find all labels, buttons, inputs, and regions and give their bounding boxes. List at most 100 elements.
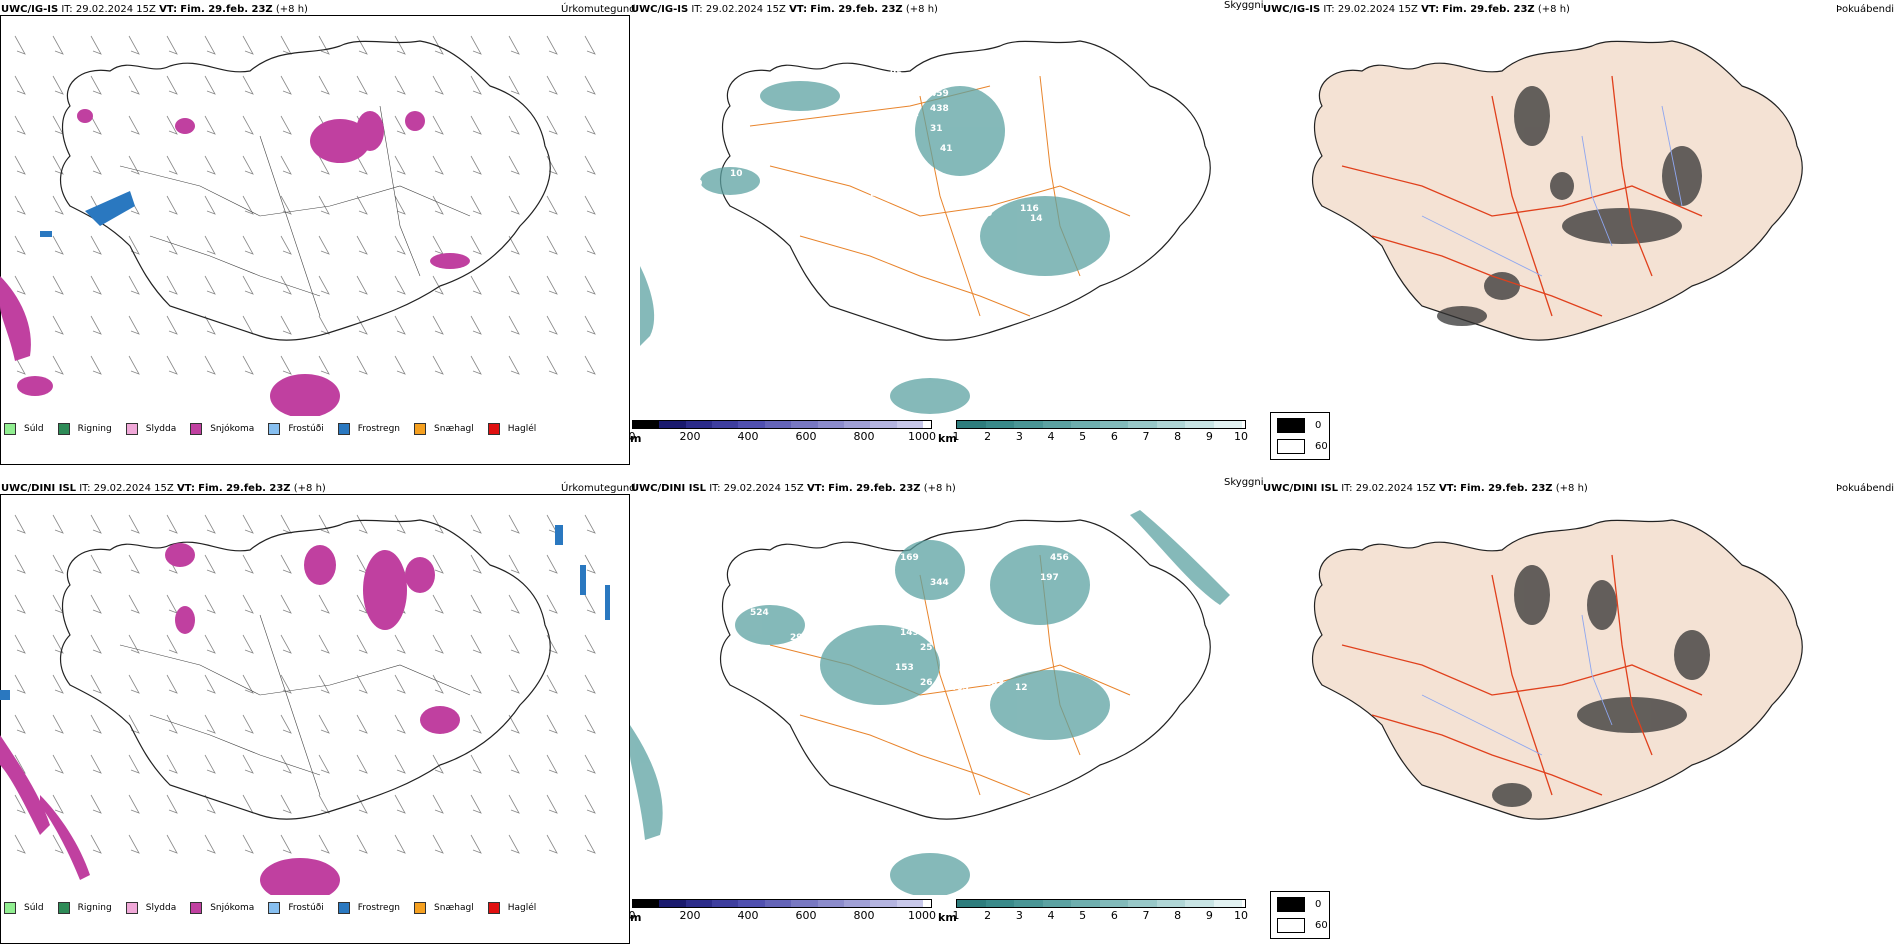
wind-barb: [394, 634, 406, 654]
wind-barb: [204, 594, 216, 614]
wind-barb: [584, 315, 596, 335]
wind-barb: [90, 554, 102, 574]
colorbar-tick-label: 0: [628, 909, 636, 922]
wind-barb: [394, 754, 406, 774]
wind-barb: [318, 514, 330, 534]
wind-barb: [318, 634, 330, 654]
precip-type-legend: Súld Rigning Slydda Snjókoma Frostúði Frostre…: [4, 900, 550, 916]
colorbar-tick-label: 8: [1174, 909, 1182, 922]
wind-barb: [432, 594, 444, 614]
wind-barb: [318, 355, 330, 375]
wind-barb: [356, 355, 368, 375]
wind-barb: [470, 355, 482, 375]
wind-barb: [394, 75, 406, 95]
wind-barb: [52, 75, 64, 95]
visibility-value-labels: 60 169 344 944 456 387 197 895 57 149 524 29 25 5 153 2…: [750, 548, 1069, 793]
wind-barb: [128, 794, 140, 814]
panel-tr-fog-indicator: UWC/IG-IS IT: 29.02.2024 15Z VT: Fim. 29…: [1262, 0, 1895, 460]
wind-barb: [584, 514, 596, 534]
wind-barb: [584, 794, 596, 814]
wind-barb: [128, 35, 140, 55]
fog-indicator-map: [1312, 519, 1803, 820]
colorbar-tick-label: 9: [1205, 909, 1213, 922]
wind-barb: [584, 275, 596, 295]
wind-barb: [166, 275, 178, 295]
visibility-value-label: 49: [690, 179, 703, 189]
panel-frame: [0, 494, 630, 944]
legend-label: Frostregn: [357, 424, 401, 434]
visibility-value-label: 239: [985, 678, 1004, 688]
visibility-value-label: 108: [885, 84, 904, 94]
wind-barb: [166, 834, 178, 854]
legend-label: Snjókoma: [210, 424, 255, 434]
wind-barb: [166, 115, 178, 135]
visibility-value-label: 181: [900, 109, 919, 119]
wind-barb: [546, 554, 558, 574]
colorbar-tick-label: 9: [1205, 430, 1213, 443]
wind-barb: [470, 315, 482, 335]
legend-item-0: Súld: [4, 423, 44, 435]
wind-barb: [166, 794, 178, 814]
panel-br-fog-indicator: UWC/DINI ISL IT: 29.02.2024 15Z VT: Fim.…: [1262, 479, 1894, 939]
visibility-value-label: 438: [930, 104, 949, 114]
wind-barb: [204, 834, 216, 854]
precip-type-map: [0, 35, 596, 416]
colorbar-tick-label: 1: [952, 430, 960, 443]
legend-item-4: Frostúði: [268, 423, 324, 435]
wind-barb: [508, 674, 520, 694]
wind-barb: [14, 155, 26, 175]
visibility-value-label: 12: [1015, 683, 1028, 693]
wind-barb: [508, 794, 520, 814]
wind-barb: [394, 195, 406, 215]
precip-type-map: [0, 514, 610, 895]
wind-barb: [356, 554, 368, 574]
visibility-value-label: 31: [930, 124, 943, 134]
fog-legend-swatch-0: [1277, 418, 1305, 433]
legend-item-3: Snjókoma: [190, 423, 254, 435]
wind-barb: [470, 275, 482, 295]
wind-barb: [52, 754, 64, 774]
snow-areas: [0, 109, 470, 416]
wind-barb: [356, 714, 368, 734]
wind-barb: [432, 75, 444, 95]
visibility-value-label: 5: [870, 194, 876, 204]
colorbar-tick-label: 2: [984, 909, 992, 922]
wind-barb: [242, 594, 254, 614]
wind-barb: [128, 634, 140, 654]
colorbar-segment: [712, 421, 739, 428]
visibility-value-label: 116: [1020, 204, 1039, 214]
wind-barb: [280, 554, 292, 574]
wind-barb: [394, 275, 406, 295]
visibility-value-label: 14: [1030, 214, 1043, 224]
wind-barb: [356, 275, 368, 295]
wind-barb: [470, 115, 482, 135]
legend-item-0: Súld: [4, 902, 44, 914]
wind-barb: [242, 714, 254, 734]
colorbar-segment: [1128, 900, 1157, 907]
wind-barb: [204, 35, 216, 55]
wind-barb: [52, 634, 64, 654]
wind-barb: [432, 115, 444, 135]
visibility-value-label: 456: [1050, 553, 1069, 563]
colorbar-tick-label: 1: [952, 909, 960, 922]
wind-barb: [14, 195, 26, 215]
legend-swatch: [190, 902, 203, 914]
panel-tm-visibility: UWC/IG-IS IT: 29.02.2024 15Z VT: Fim. 29…: [629, 0, 1264, 460]
colorbar-tick-label: 200: [679, 430, 701, 443]
legend-label: Súld: [24, 903, 44, 913]
legend-swatch: [268, 902, 281, 914]
legend-label: Snæhagl: [434, 903, 474, 913]
wind-barb: [128, 834, 140, 854]
panel-type-label: Þokuábendi: [1836, 4, 1895, 15]
wind-barb: [14, 355, 26, 375]
iceland-coastline: [720, 519, 1211, 820]
wind-barb: [204, 794, 216, 814]
wind-barb: [242, 554, 254, 574]
wind-barb: [470, 834, 482, 854]
wind-barb: [546, 275, 558, 295]
wind-barb: [52, 794, 64, 814]
low-visibility-areas: [630, 510, 1230, 895]
colorbar-tick-label: 6: [1110, 909, 1118, 922]
wind-barb: [546, 75, 558, 95]
visibility-map: 95 108 459 438 181 31 229 41 656 691 10 49 15 5 511 116…: [640, 40, 1211, 414]
